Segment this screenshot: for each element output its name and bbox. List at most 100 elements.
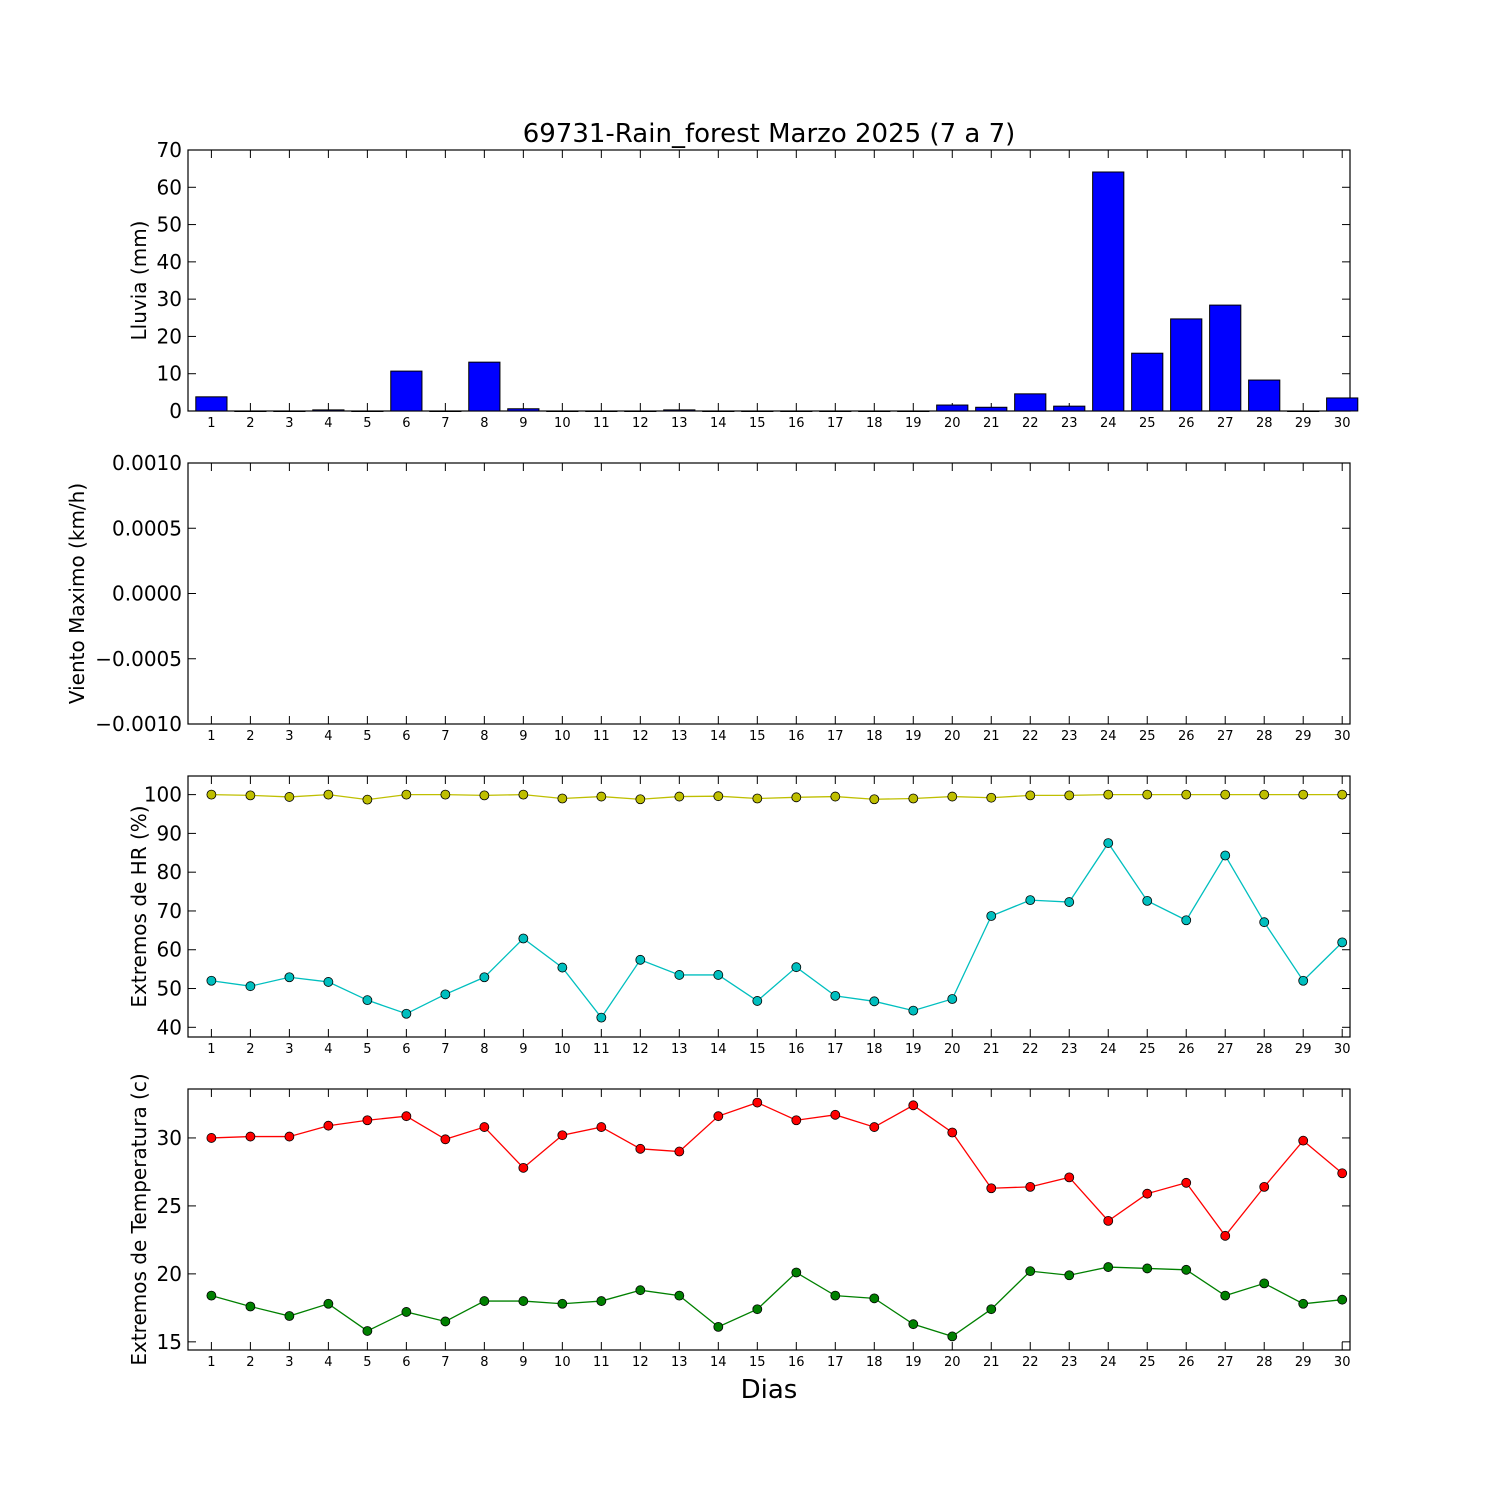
humidity-xtick-label: 10 xyxy=(554,1042,571,1057)
humidity-series-point xyxy=(947,791,958,802)
temperature-series-point xyxy=(869,1122,880,1132)
temperature-series-point xyxy=(674,1290,685,1301)
rain-bar xyxy=(663,409,696,412)
wind-ytick-label: 0.0005 xyxy=(112,516,182,540)
humidity-series-point xyxy=(245,981,256,992)
temperature-series-point xyxy=(752,1304,763,1315)
wind-xtick-label: 18 xyxy=(866,729,883,744)
rain-ytick-label: 60 xyxy=(157,175,182,199)
humidity-series-point xyxy=(986,911,997,921)
temperature-series-point xyxy=(986,1183,997,1194)
humidity-series-point xyxy=(1025,790,1036,801)
rain-xtick-label: 25 xyxy=(1139,416,1156,431)
temperature-xtick-label: 26 xyxy=(1178,1355,1195,1370)
temperature-series-point xyxy=(1298,1298,1309,1309)
wind-xtick-label: 6 xyxy=(402,729,410,744)
temperature-series-point xyxy=(1181,1264,1192,1275)
temperature-xtick-label: 19 xyxy=(905,1355,922,1370)
wind-xtick-label: 20 xyxy=(944,729,961,744)
wind-ytick-label: 0.0000 xyxy=(112,582,182,606)
temperature-series-point xyxy=(518,1296,529,1306)
temperature-xtick-label: 8 xyxy=(480,1355,488,1370)
humidity-ytick-label: 60 xyxy=(157,938,182,962)
wind-xtick-label: 1 xyxy=(207,729,215,744)
humidity-series-point xyxy=(635,794,646,805)
humidity-xtick-label: 15 xyxy=(749,1042,766,1057)
humidity-series-point xyxy=(1064,790,1075,801)
rain-bar xyxy=(858,410,891,412)
temperature-series-point xyxy=(1142,1263,1153,1274)
humidity-ytick-label: 40 xyxy=(157,1015,182,1039)
rain-bar xyxy=(390,370,423,412)
rain-bar xyxy=(1287,410,1320,412)
temperature-xtick-label: 16 xyxy=(788,1355,805,1370)
temperature-xtick-label: 5 xyxy=(363,1355,371,1370)
rain-xtick-label: 11 xyxy=(593,416,610,431)
rain-xtick-label: 26 xyxy=(1178,416,1195,431)
temperature-ytick-label: 15 xyxy=(157,1330,182,1354)
temperature-series-point xyxy=(986,1304,997,1315)
humidity-xtick-label: 7 xyxy=(441,1042,449,1057)
humidity-series-point xyxy=(245,790,256,801)
rain-bar xyxy=(1170,318,1203,412)
humidity-series-point xyxy=(284,972,295,983)
temperature-series-point xyxy=(1337,1294,1348,1305)
rain-xtick-label: 14 xyxy=(710,416,727,431)
temperature-series-point xyxy=(635,1285,646,1296)
wind-xtick-label: 7 xyxy=(441,729,449,744)
wind-xtick-label: 30 xyxy=(1334,729,1351,744)
humidity-series-point xyxy=(791,962,802,973)
humidity-series-point xyxy=(869,996,880,1007)
rain-xtick-label: 12 xyxy=(632,416,649,431)
wind-xtick-label: 8 xyxy=(480,729,488,744)
humidity-xtick-label: 8 xyxy=(480,1042,488,1057)
temperature-series-point xyxy=(479,1122,490,1132)
rain-ytick-label: 20 xyxy=(157,324,182,348)
temperature-xtick-label: 20 xyxy=(944,1355,961,1370)
temperature-series-point xyxy=(1298,1135,1309,1146)
temperature-xtick-label: 23 xyxy=(1061,1355,1078,1370)
rain-bar xyxy=(1131,352,1164,412)
rain-xtick-label: 5 xyxy=(363,416,371,431)
temperature-series-point xyxy=(947,1127,958,1138)
humidity-series-point xyxy=(1181,915,1192,926)
humidity-xtick-label: 25 xyxy=(1139,1042,1156,1057)
humidity-series-point xyxy=(1259,789,1270,800)
humidity-series-point xyxy=(1337,789,1348,800)
rain-xtick-label: 6 xyxy=(402,416,410,431)
rain-bar xyxy=(1209,304,1242,412)
humidity-series-point xyxy=(1025,895,1036,906)
temperature-series-point xyxy=(1103,1215,1114,1226)
humidity-xtick-label: 13 xyxy=(671,1042,688,1057)
humidity-series-point xyxy=(830,990,841,1001)
temperature-xtick-label: 11 xyxy=(593,1355,610,1370)
temperature-series-point xyxy=(401,1111,412,1122)
temperature-series-point xyxy=(440,1316,451,1327)
temperature-series-point xyxy=(1337,1168,1348,1179)
humidity-ytick-label: 80 xyxy=(157,860,182,884)
rain-xtick-label: 30 xyxy=(1334,416,1351,431)
humidity-xtick-label: 9 xyxy=(519,1042,527,1057)
temperature-series-point xyxy=(1220,1290,1231,1301)
wind-xtick-label: 25 xyxy=(1139,729,1156,744)
rain-xtick-label: 13 xyxy=(671,416,688,431)
humidity-series-point xyxy=(518,789,529,800)
temperature-xtick-label: 25 xyxy=(1139,1355,1156,1370)
temperature-series-point xyxy=(245,1131,256,1142)
wind-xtick-label: 5 xyxy=(363,729,371,744)
humidity-series-point xyxy=(752,996,763,1006)
temperature-series-point xyxy=(830,1109,841,1120)
wind-y-axis-label: Viento Maximo (km/h) xyxy=(65,483,89,704)
humidity-series-point xyxy=(947,994,958,1004)
humidity-xtick-label: 21 xyxy=(983,1042,1000,1057)
wind-xtick-label: 12 xyxy=(632,729,649,744)
rain-bar xyxy=(351,410,384,412)
humidity-xtick-label: 6 xyxy=(402,1042,410,1057)
rain-xtick-label: 4 xyxy=(324,416,332,431)
temperature-series-point xyxy=(791,1115,802,1126)
humidity-series-point xyxy=(674,791,685,802)
humidity-series-point xyxy=(908,793,919,804)
temperature-series-point xyxy=(1220,1230,1231,1241)
